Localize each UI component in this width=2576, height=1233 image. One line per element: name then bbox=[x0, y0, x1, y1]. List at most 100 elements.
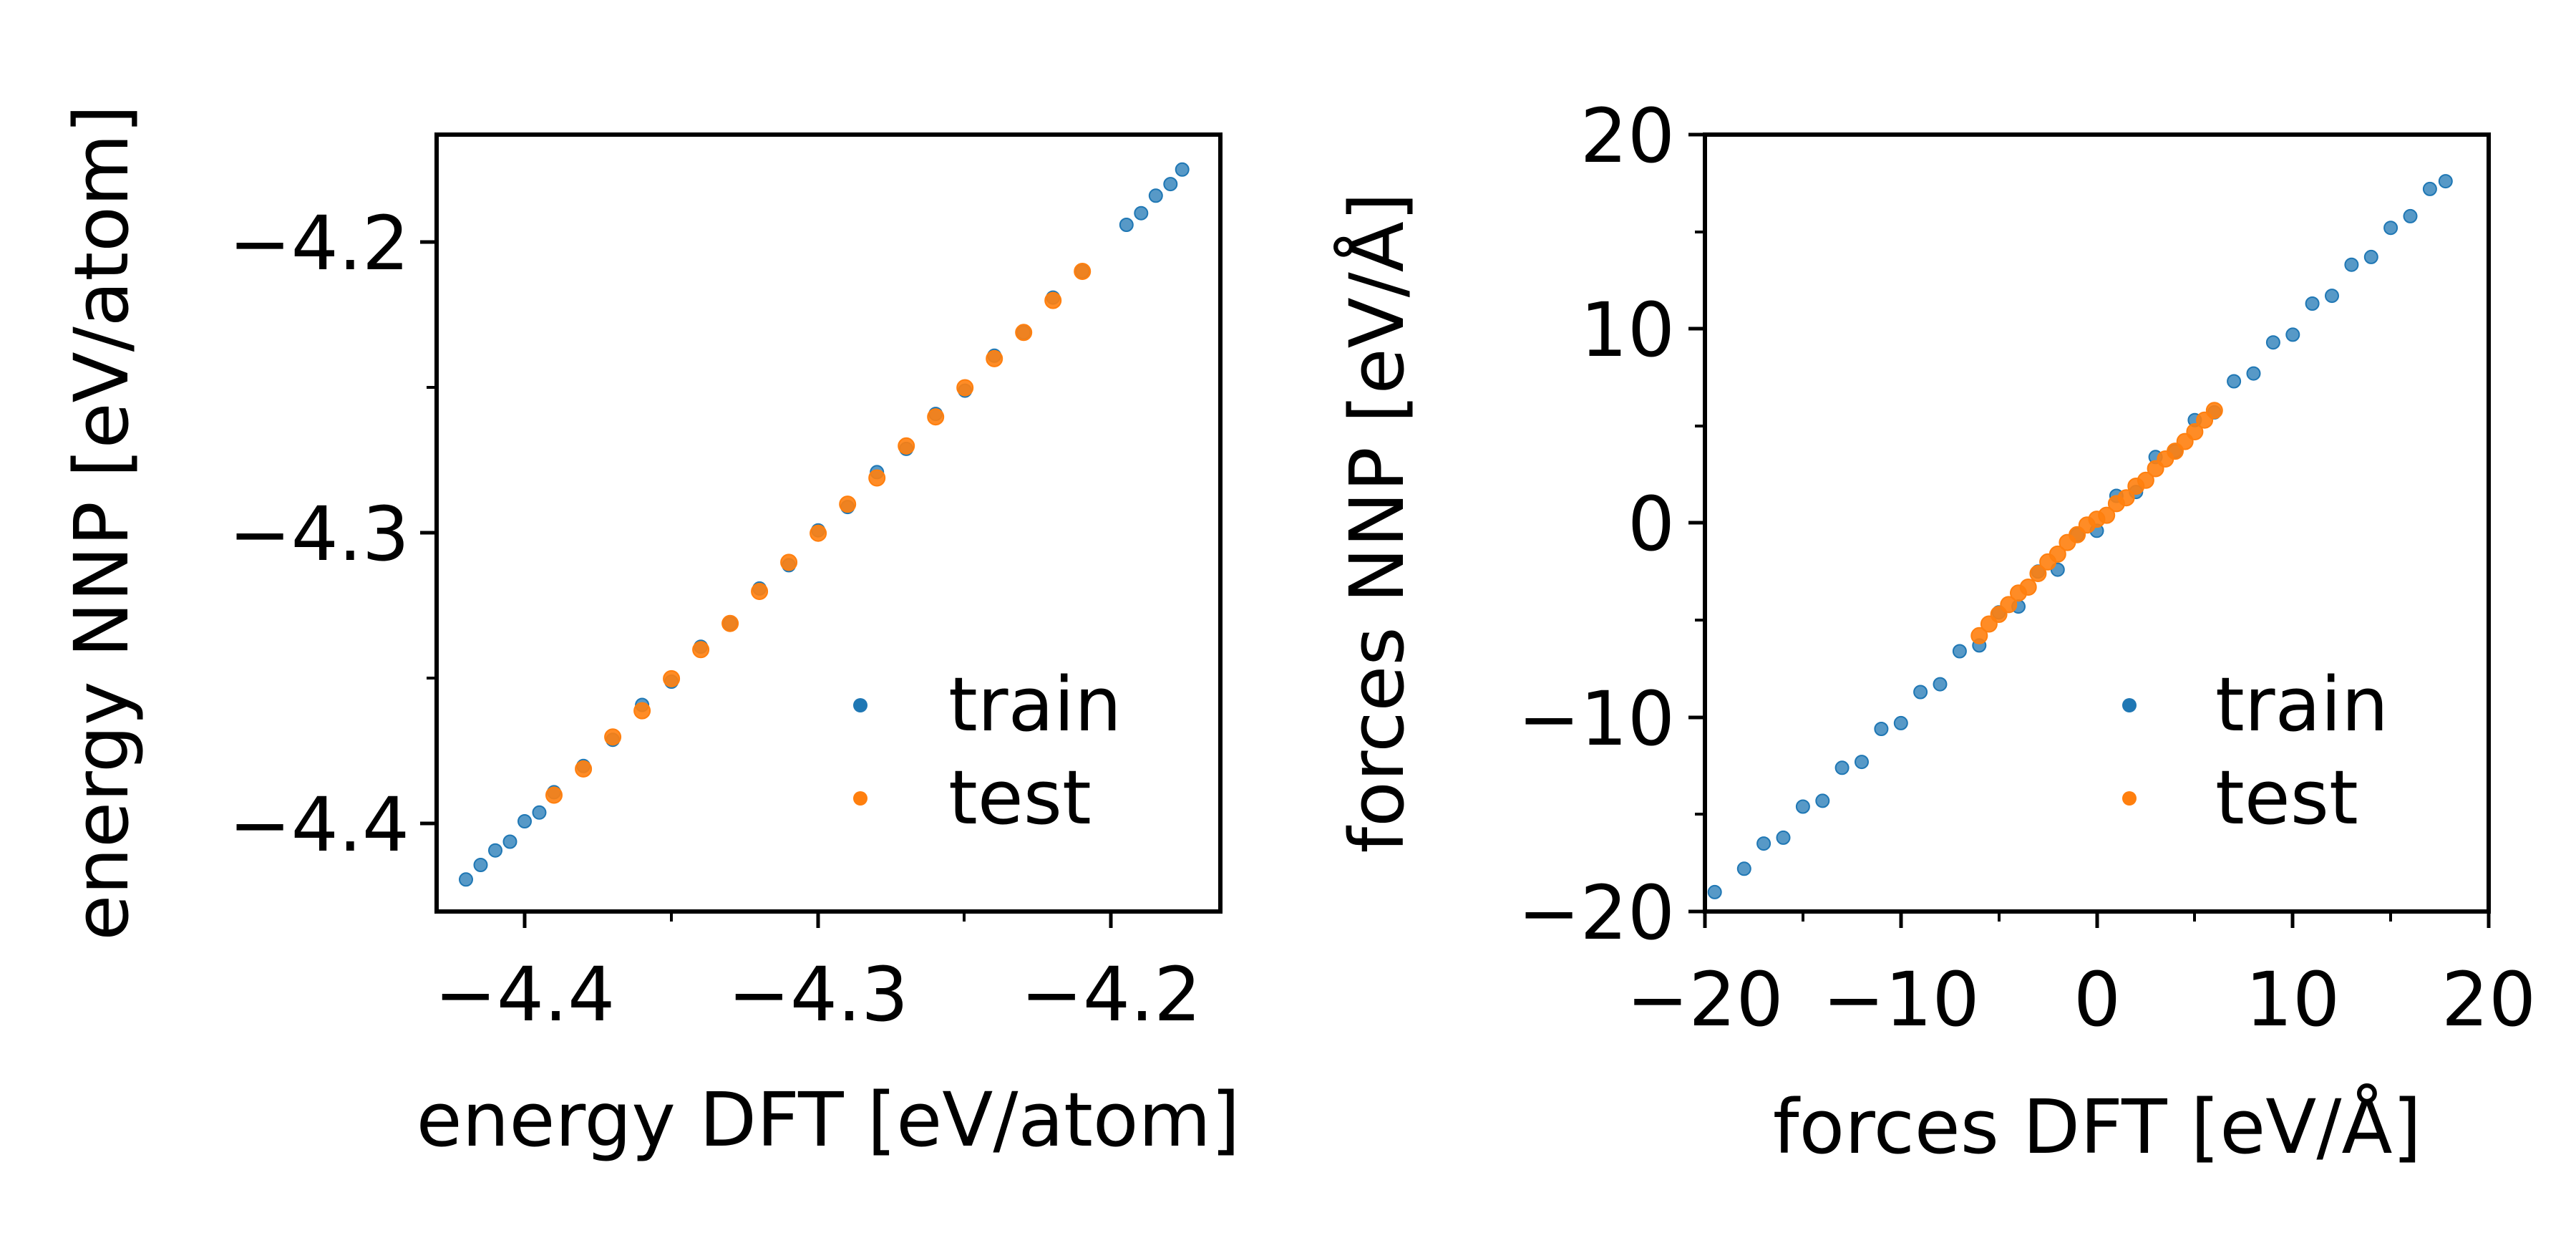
energy-test-point bbox=[1044, 291, 1062, 309]
energy-test-point bbox=[575, 760, 593, 778]
forces-train-point bbox=[1855, 755, 1869, 770]
forces-train-point bbox=[1795, 799, 1810, 814]
forces-test-point bbox=[2048, 545, 2066, 563]
energy-test-point bbox=[839, 495, 857, 513]
forces-train-point bbox=[2438, 174, 2453, 189]
energy-legend-test-label: test bbox=[948, 754, 1092, 841]
forces-xtick-label: −10 bbox=[1822, 956, 1979, 1043]
forces-ytick-label: 0 bbox=[1628, 480, 1675, 568]
energy-x-axis-label: energy DFT [eV/atom] bbox=[417, 1076, 1240, 1164]
forces-test-point bbox=[2137, 471, 2154, 489]
energy-test-point bbox=[780, 553, 798, 571]
forces-xtick-label: 0 bbox=[2074, 956, 2121, 1043]
energy-test-point bbox=[986, 349, 1003, 367]
energy-test-point bbox=[545, 786, 563, 804]
energy-legend: train test bbox=[853, 661, 1122, 841]
energy-test-point bbox=[868, 469, 886, 487]
forces-train-point bbox=[2227, 374, 2242, 389]
energy-train-point bbox=[488, 843, 502, 858]
forces-train-point bbox=[1776, 830, 1791, 845]
energy-test-point bbox=[633, 702, 651, 720]
forces-test-point bbox=[2186, 423, 2204, 440]
forces-test-point bbox=[1970, 627, 1988, 644]
energy-train-point bbox=[473, 858, 488, 872]
energy-train-point bbox=[532, 805, 547, 820]
energy-test-point bbox=[721, 614, 739, 632]
forces-legend-test-marker bbox=[2122, 791, 2137, 806]
energy-test-point bbox=[1015, 324, 1033, 342]
forces-panel: −20 −10 0 10 20 −20 −10 0 10 20 forces D… bbox=[1333, 92, 2536, 1171]
forces-train-point bbox=[2422, 181, 2437, 196]
energy-test-point bbox=[751, 583, 769, 600]
energy-test-point bbox=[1074, 263, 1092, 280]
energy-test-point bbox=[692, 641, 710, 659]
forces-train-point bbox=[2285, 327, 2300, 342]
forces-train-point bbox=[2383, 221, 2398, 236]
forces-test-point bbox=[2117, 489, 2135, 507]
forces-xtick-label: 10 bbox=[2245, 956, 2340, 1043]
forces-train-point bbox=[1815, 793, 1830, 808]
forces-xtick-label: 20 bbox=[2441, 956, 2536, 1043]
energy-ytick-label: −4.3 bbox=[228, 490, 409, 578]
forces-train-point bbox=[2403, 208, 2418, 223]
forces-train-point bbox=[2344, 257, 2359, 272]
forces-train-point bbox=[2325, 289, 2339, 304]
energy-xtick-label: −4.2 bbox=[1021, 951, 1202, 1038]
energy-plot-frame bbox=[434, 132, 1223, 914]
energy-train-point bbox=[1134, 206, 1149, 221]
energy-ytick-label: −4.4 bbox=[228, 781, 409, 869]
forces-test-point bbox=[2029, 565, 2047, 582]
energy-test-point bbox=[663, 669, 681, 687]
forces-test-point bbox=[2098, 506, 2116, 524]
forces-ytick-label: −20 bbox=[1518, 869, 1675, 957]
forces-xtick-label: −20 bbox=[1626, 956, 1783, 1043]
energy-test-point bbox=[604, 728, 622, 746]
energy-xtick-label: −4.4 bbox=[434, 951, 616, 1038]
forces-train-point bbox=[2363, 249, 2378, 264]
energy-train-point bbox=[502, 834, 517, 849]
energy-test-point bbox=[927, 408, 945, 426]
forces-train-point bbox=[2305, 296, 2320, 311]
energy-train-point bbox=[1148, 188, 1163, 203]
energy-train-point bbox=[1119, 218, 1134, 232]
energy-test-point bbox=[898, 437, 915, 455]
energy-legend-test-marker bbox=[853, 791, 867, 806]
energy-train-point bbox=[1163, 177, 1178, 192]
forces-legend-train-label: train bbox=[2215, 661, 2388, 748]
forces-test-point bbox=[2000, 596, 2018, 614]
energy-xtick-label: −4.3 bbox=[728, 951, 909, 1038]
forces-train-point bbox=[1756, 836, 1771, 851]
energy-y-axis-label: energy NNP [eV/atom] bbox=[58, 105, 145, 941]
forces-train-point bbox=[1933, 677, 1948, 692]
forces-test-point bbox=[2205, 402, 2223, 420]
forces-ytick-label: −10 bbox=[1518, 675, 1675, 763]
energy-legend-train-label: train bbox=[948, 661, 1122, 748]
forces-train-point bbox=[1952, 644, 1967, 659]
energy-test-point bbox=[810, 524, 827, 542]
energy-ytick-label: −4.2 bbox=[228, 200, 409, 287]
forces-x-axis-label: forces DFT [eV/Å] bbox=[1773, 1083, 2421, 1171]
forces-ytick-label: 10 bbox=[1580, 286, 1675, 374]
forces-ytick-label: 20 bbox=[1580, 92, 1675, 180]
energy-panel: −4.4 −4.3 −4.2 −4.4 −4.3 −4.2 energy DFT… bbox=[58, 105, 1240, 1164]
forces-test-points bbox=[1970, 402, 2223, 644]
forces-train-point bbox=[2246, 366, 2261, 381]
energy-train-point bbox=[1175, 162, 1190, 177]
forces-train-point bbox=[1834, 760, 1850, 775]
energy-test-point bbox=[956, 379, 974, 397]
forces-legend-train-marker bbox=[2122, 698, 2137, 712]
forces-train-point bbox=[1913, 685, 1928, 700]
energy-train-point bbox=[517, 814, 532, 828]
forces-y-axis-label: forces NNP [eV/Å] bbox=[1333, 193, 1421, 854]
forces-test-point bbox=[2019, 579, 2037, 596]
forces-train-point bbox=[2265, 335, 2280, 350]
energy-legend-train-marker bbox=[853, 698, 867, 712]
forces-train-point bbox=[1736, 861, 1751, 876]
energy-test-points bbox=[545, 263, 1092, 804]
energy-train-point bbox=[459, 872, 473, 887]
forces-train-point bbox=[1707, 884, 1722, 899]
forces-train-point bbox=[1893, 715, 1908, 730]
forces-legend-test-label: test bbox=[2215, 754, 2358, 841]
